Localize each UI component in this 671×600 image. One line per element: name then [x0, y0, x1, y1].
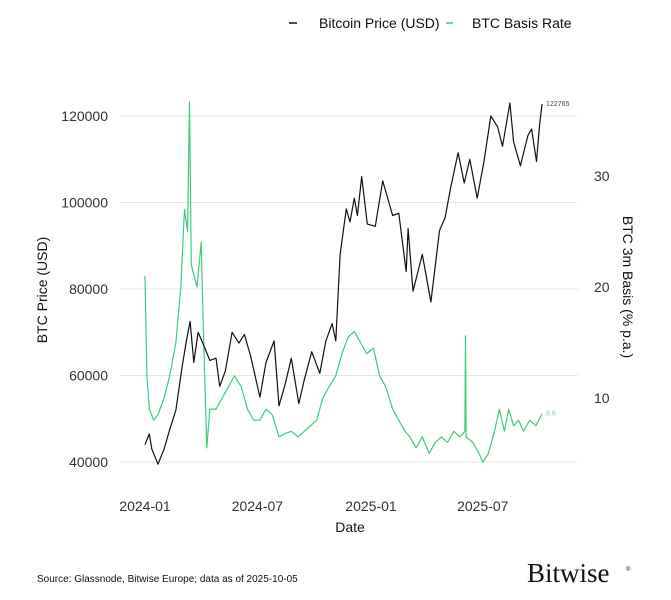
axis-ticks: 40000 60000 80000 100000 120000 10 20 30 2024-01…: [61, 108, 610, 514]
gridlines: [120, 115, 578, 463]
legend-label-basis: BTC Basis Rate: [472, 15, 572, 31]
y-left-tick-label: 60000: [69, 368, 108, 384]
x-tick-label: 2025-07: [457, 498, 509, 514]
x-tick-label: 2025-01: [345, 498, 397, 514]
y-left-tick-label: 120000: [61, 108, 108, 124]
y-right-tick-label: 10: [594, 390, 610, 406]
x-axis-label: Date: [335, 519, 365, 535]
basis-end-label: 8.6: [546, 411, 556, 418]
legend: Bitcoin Price (USD) BTC Basis Rate: [289, 15, 572, 31]
price-end-label: 122765: [546, 101, 569, 108]
registered-mark-icon: ®: [626, 566, 631, 573]
bitwise-logo: Bitwise: [527, 558, 610, 588]
y-left-tick-label: 40000: [69, 454, 108, 470]
y-left-tick-label: 100000: [61, 195, 108, 211]
y-axis-right-label: BTC 3m Basis (% p.a.): [620, 216, 636, 358]
y-axis-left-label: BTC Price (USD): [34, 237, 50, 344]
price-line: [144, 102, 543, 465]
basis-line: [144, 101, 543, 463]
y-right-tick-label: 30: [594, 168, 610, 184]
series-lines: 8.6 122765: [144, 101, 570, 465]
source-note: Source: Glassnode, Bitwise Europe; data …: [37, 574, 298, 585]
x-tick-label: 2024-01: [119, 498, 171, 514]
legend-label-price: Bitcoin Price (USD): [319, 15, 440, 31]
y-left-tick-label: 80000: [69, 281, 108, 297]
x-tick-label: 2024-07: [232, 498, 284, 514]
y-right-tick-label: 20: [594, 279, 610, 295]
